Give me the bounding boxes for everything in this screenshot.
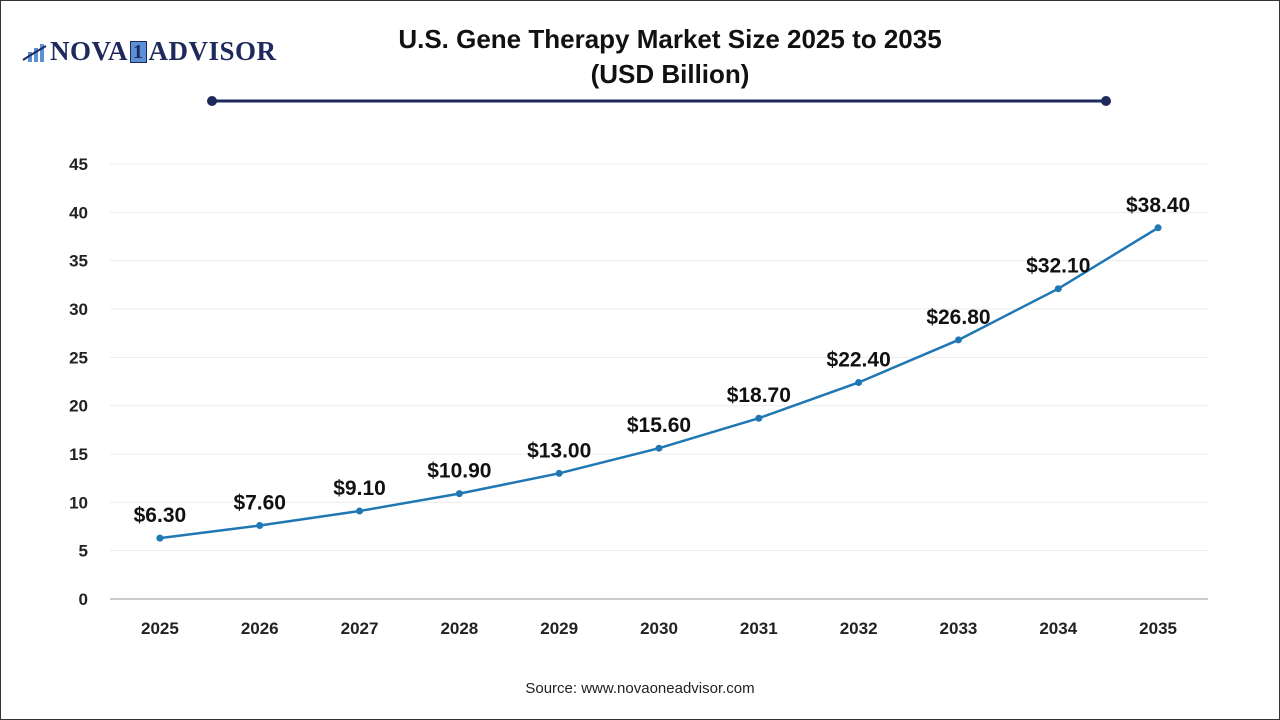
bar-chart-icon <box>22 43 47 62</box>
data-point <box>1154 224 1162 232</box>
data-label: $6.30 <box>134 504 187 527</box>
series-line <box>159 226 1159 540</box>
x-tick-label: 2032 <box>840 619 878 638</box>
source-note: Source: www.novaoneadvisor.com <box>525 680 755 697</box>
y-tick-label: 35 <box>69 252 88 271</box>
data-label: $26.80 <box>926 306 990 329</box>
data-point <box>855 378 863 386</box>
y-tick-label: 45 <box>69 155 88 174</box>
data-label: $15.60 <box>627 414 691 437</box>
data-point <box>655 444 663 452</box>
data-label: $13.00 <box>527 439 591 462</box>
data-point <box>256 522 264 530</box>
x-tick-label: 2027 <box>341 619 379 638</box>
x-tick-label: 2030 <box>640 619 678 638</box>
data-label: $10.90 <box>427 460 491 483</box>
underline-dot-left <box>207 96 217 106</box>
data-label: $18.70 <box>727 384 791 407</box>
logo-one: 1 <box>130 40 147 63</box>
y-tick-label: 20 <box>69 397 88 416</box>
subtitle-line: (USD Billion) <box>590 59 750 89</box>
x-tick-label: 2028 <box>440 619 478 638</box>
data-point <box>455 490 463 498</box>
x-tick-label: 2026 <box>241 619 279 638</box>
x-tick-label: 2035 <box>1139 619 1177 638</box>
data-label: $38.40 <box>1126 194 1190 217</box>
title-line: U.S. Gene Therapy Market Size 2025 to 20… <box>398 24 942 54</box>
y-tick-label: 0 <box>79 590 88 609</box>
x-tick-label: 2025 <box>141 619 179 638</box>
x-tick-label: 2029 <box>540 619 578 638</box>
data-point <box>954 336 962 344</box>
data-label: $9.10 <box>333 477 386 500</box>
chart-title: U.S. Gene Therapy Market Size 2025 to 20… <box>340 22 1000 92</box>
x-tick-label: 2033 <box>940 619 978 638</box>
x-tick-label: 2034 <box>1039 619 1077 638</box>
logo-text-advisor: ADVISOR <box>148 36 277 66</box>
data-point <box>356 507 364 515</box>
logo-text-nova: NOVA <box>50 36 129 66</box>
x-tick-label: 2031 <box>740 619 778 638</box>
y-tick-label: 5 <box>79 542 88 561</box>
y-tick-label: 15 <box>69 445 88 464</box>
y-tick-label: 25 <box>69 348 88 367</box>
data-point <box>755 414 763 422</box>
underline-dot-right <box>1101 96 1111 106</box>
logo: NOVA 1 ADVISOR <box>22 36 277 67</box>
data-point <box>156 534 164 542</box>
y-tick-label: 30 <box>69 300 88 319</box>
y-tick-label: 10 <box>69 493 88 512</box>
data-label: $22.40 <box>827 348 891 371</box>
data-point <box>1054 285 1062 293</box>
data-label: $32.10 <box>1026 255 1090 278</box>
data-label: $7.60 <box>233 492 286 515</box>
y-tick-label: 40 <box>69 203 88 222</box>
data-point <box>555 469 563 477</box>
